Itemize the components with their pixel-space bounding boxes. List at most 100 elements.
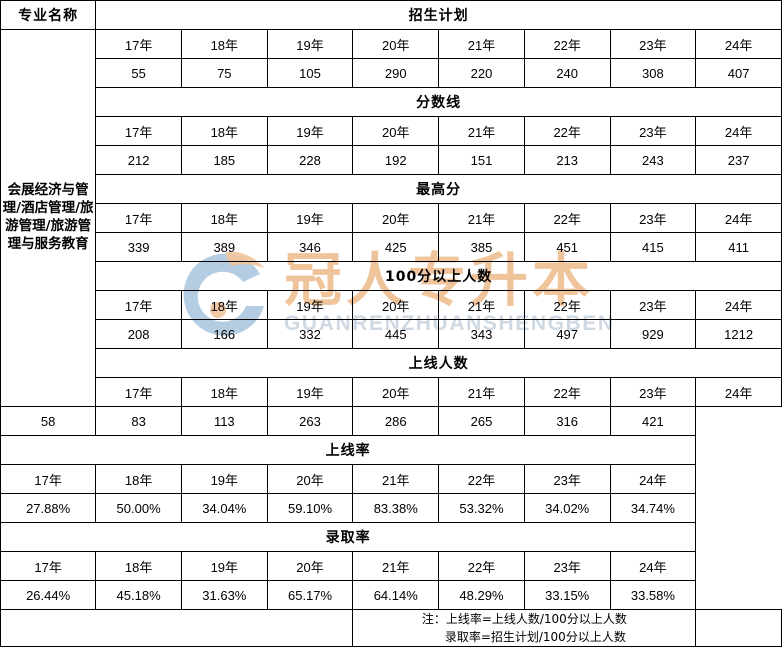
year-label-24年: 24年: [695, 29, 782, 59]
value-5-5: 53.32%: [438, 493, 525, 523]
year-label-19年: 19年: [266, 203, 354, 233]
year-label-24年: 24年: [609, 464, 697, 494]
year-label-20年: 20年: [352, 116, 440, 146]
section-title-5: 上线率: [0, 435, 697, 465]
year-label-18年: 18年: [95, 464, 182, 494]
year-label-22年: 22年: [523, 29, 611, 59]
major-name-header: 专业名称: [0, 0, 97, 30]
value-0-3: 290: [352, 58, 440, 88]
year-label-23年: 23年: [609, 29, 697, 59]
year-label-21年: 21年: [352, 464, 440, 494]
year-label-18年: 18年: [180, 29, 268, 59]
value-0-2: 105: [266, 58, 354, 88]
section-header-row: 专业名称 招生计划: [0, 0, 782, 30]
year-label-17年: 17年: [95, 377, 182, 407]
data-row: 212 185 228 192 151 213 243 237: [1, 145, 782, 175]
value-3-0: 208: [95, 319, 182, 349]
value-1-2: 228: [266, 145, 354, 175]
value-4-1: 83: [95, 406, 182, 436]
value-2-5: 451: [523, 232, 611, 262]
value-4-0: 58: [0, 406, 97, 436]
value-0-4: 220: [438, 58, 525, 88]
year-label-22年: 22年: [523, 377, 611, 407]
value-4-4: 286: [352, 406, 440, 436]
section-title-4: 上线人数: [95, 348, 782, 378]
value-5-6: 34.02%: [523, 493, 611, 523]
value-2-3: 425: [352, 232, 440, 262]
value-3-5: 497: [523, 319, 611, 349]
value-6-0: 26.44%: [0, 580, 97, 610]
year-label-20年: 20年: [352, 290, 440, 320]
year-label-20年: 20年: [352, 377, 440, 407]
value-3-1: 166: [180, 319, 268, 349]
value-2-6: 415: [609, 232, 697, 262]
year-label-23年: 23年: [523, 464, 611, 494]
data-row: 26.44% 45.18% 31.63% 65.17% 64.14% 48.29% 33.1…: [0, 580, 782, 610]
value-1-1: 185: [180, 145, 268, 175]
section-title-6: 录取率: [0, 522, 697, 552]
value-4-6: 316: [523, 406, 611, 436]
value-2-2: 346: [266, 232, 354, 262]
value-0-5: 240: [523, 58, 611, 88]
year-header-row: 17年 18年 19年 20年 21年 22年 23年 24年: [1, 377, 782, 407]
major-name-cell: 会展经济与管理/酒店管理/旅游管理/旅游管理与服务教育: [0, 29, 97, 407]
year-label-19年: 19年: [266, 377, 354, 407]
year-label-19年: 19年: [266, 290, 354, 320]
year-label-22年: 22年: [523, 116, 611, 146]
value-3-4: 343: [438, 319, 525, 349]
value-6-2: 31.63%: [180, 580, 268, 610]
year-label-17年: 17年: [95, 29, 182, 59]
section-header-row: 分数线: [1, 87, 782, 117]
value-6-3: 65.17%: [266, 580, 354, 610]
year-label-20年: 20年: [266, 464, 354, 494]
value-0-1: 75: [180, 58, 268, 88]
notes-spacer: [0, 609, 354, 647]
notes-cell: 注：上线率=上线人数/100分以上人数 录取率=招生计划/100分以上人数: [352, 609, 697, 647]
value-3-7: 1212: [695, 319, 782, 349]
year-header-row: 17年 18年 19年 20年 21年 22年 23年 24年: [1, 290, 782, 320]
year-label-23年: 23年: [609, 290, 697, 320]
year-label-17年: 17年: [0, 551, 97, 581]
year-label-22年: 22年: [438, 551, 525, 581]
year-label-22年: 22年: [523, 203, 611, 233]
year-label-17年: 17年: [95, 116, 182, 146]
value-3-3: 445: [352, 319, 440, 349]
value-1-6: 243: [609, 145, 697, 175]
note-line-0: 注：上线率=上线人数/100分以上人数: [421, 612, 627, 626]
year-label-23年: 23年: [609, 377, 697, 407]
value-6-6: 33.15%: [523, 580, 611, 610]
value-4-5: 265: [438, 406, 525, 436]
section-header-row: 录取率: [0, 522, 782, 552]
year-label-24年: 24年: [609, 551, 697, 581]
section-header-row: 最高分: [1, 174, 782, 204]
value-6-7: 33.58%: [609, 580, 697, 610]
year-label-20年: 20年: [352, 203, 440, 233]
value-6-1: 45.18%: [95, 580, 182, 610]
data-row: 339 389 346 425 385 451 415 411: [1, 232, 782, 262]
year-label-21年: 21年: [438, 290, 525, 320]
year-label-18年: 18年: [180, 203, 268, 233]
notes-empty-cell: [695, 609, 782, 647]
value-6-5: 48.29%: [438, 580, 525, 610]
year-label-22年: 22年: [438, 464, 525, 494]
year-label-19年: 19年: [180, 464, 268, 494]
value-5-0: 27.88%: [0, 493, 97, 523]
section-title-2: 最高分: [95, 174, 782, 204]
year-label-19年: 19年: [266, 116, 354, 146]
value-0-7: 407: [695, 58, 782, 88]
data-row: 208 166 332 445 343 497 929 1212: [1, 319, 782, 349]
year-header-row: 17年 18年 19年 20年 21年 22年 23年 24年: [0, 464, 782, 494]
value-1-7: 237: [695, 145, 782, 175]
value-5-1: 50.00%: [95, 493, 182, 523]
value-2-0: 339: [95, 232, 182, 262]
year-label-18年: 18年: [180, 290, 268, 320]
section-title-3: 100分以上人数: [95, 261, 782, 291]
year-label-18年: 18年: [180, 377, 268, 407]
value-0-0: 55: [95, 58, 182, 88]
year-label-20年: 20年: [352, 29, 440, 59]
year-label-21年: 21年: [438, 203, 525, 233]
year-label-23年: 23年: [609, 203, 697, 233]
year-label-20年: 20年: [266, 551, 354, 581]
year-label-21年: 21年: [438, 29, 525, 59]
section-header-row: 100分以上人数: [1, 261, 782, 291]
